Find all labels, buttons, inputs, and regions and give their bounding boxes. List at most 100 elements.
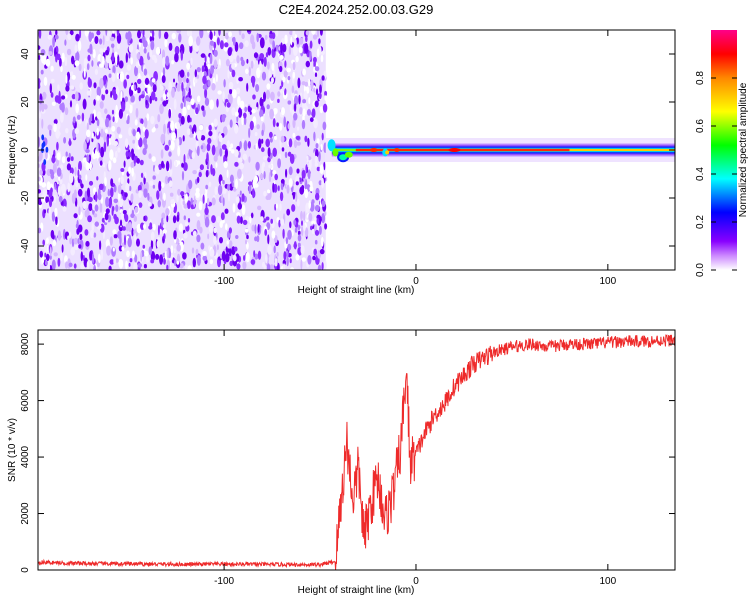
noise-speckle — [81, 112, 85, 122]
noise-speckle — [260, 116, 264, 122]
noise-speckle — [100, 196, 103, 204]
noise-speckle — [224, 148, 228, 158]
noise-speckle — [293, 139, 298, 149]
noise-speckle — [38, 45, 41, 51]
noise-speckle — [150, 239, 154, 250]
noise-speckle — [105, 36, 110, 42]
noise-speckle — [226, 169, 229, 178]
noise-speckle — [307, 169, 311, 180]
noise-speckle — [51, 234, 55, 240]
noise-speckle — [38, 189, 42, 194]
signal-blob — [327, 139, 336, 152]
noise-speckle — [308, 78, 311, 87]
noise-speckle — [40, 244, 44, 249]
noise-speckle — [196, 254, 201, 266]
noise-speckle — [41, 102, 45, 112]
noise-speckle — [93, 264, 96, 270]
noise-speckle — [78, 244, 82, 249]
noise-speckle — [140, 172, 144, 178]
noise-speckle — [263, 56, 267, 67]
noise-speckle — [252, 178, 257, 189]
noise-speckle — [286, 256, 289, 267]
noise-speckle — [174, 259, 177, 267]
noise-speckle — [190, 57, 193, 66]
noise-speckle — [235, 196, 240, 204]
noise-speckle — [48, 51, 53, 56]
noise-speckle — [315, 254, 318, 265]
noise-speckle — [104, 177, 107, 187]
noise-speckle — [220, 212, 225, 221]
noise-speckle — [275, 108, 278, 114]
noise-speckle — [148, 202, 152, 207]
noise-speckle — [149, 80, 152, 85]
noise-speckle — [130, 95, 135, 103]
noise-speckle — [292, 118, 296, 129]
noise-speckle — [169, 192, 174, 197]
noise-speckle — [221, 250, 226, 262]
noise-speckle — [75, 179, 79, 188]
noise-speckle — [99, 117, 104, 128]
noise-speckle — [204, 88, 208, 99]
noise-speckle — [187, 71, 190, 78]
noise-speckle — [57, 84, 60, 91]
noise-speckle — [38, 78, 41, 89]
noise-speckle — [274, 173, 279, 181]
noise-speckle — [103, 47, 106, 53]
x-tick-label: 100 — [600, 576, 617, 587]
noise-speckle — [265, 138, 271, 148]
colorbar-tick-label: 0.4 — [695, 167, 706, 181]
noise-speckle — [305, 35, 308, 43]
colorbar-ticks: 0.0 0.2 0.4 0.6 0.8 — [695, 71, 737, 277]
noise-speckle — [45, 237, 49, 245]
noise-speckle — [67, 182, 71, 193]
noise-speckle — [168, 42, 173, 51]
noise-speckle — [219, 40, 224, 50]
noise-speckle — [150, 251, 156, 262]
noise-speckle — [301, 257, 306, 262]
noise-speckle — [93, 232, 97, 238]
noise-speckle — [306, 109, 312, 116]
noise-speckle — [227, 94, 231, 100]
noise-speckle — [84, 30, 89, 37]
noise-speckle — [275, 203, 278, 209]
noise-speckle — [228, 191, 230, 202]
noise-speckle — [295, 55, 299, 63]
noise-speckle — [288, 178, 293, 187]
noise-speckle — [276, 262, 280, 270]
noise-speckle — [159, 83, 162, 91]
noise-speckle — [109, 149, 114, 161]
noise-speckle — [206, 143, 211, 152]
noise-speckle — [247, 223, 251, 233]
noise-speckle — [143, 264, 147, 269]
noise-speckle — [219, 148, 223, 157]
noise-speckle — [115, 150, 118, 159]
noise-speckle — [67, 235, 70, 241]
noise-speckle — [130, 193, 134, 203]
noise-speckle — [148, 225, 153, 230]
noise-speckle — [155, 46, 161, 55]
noise-speckle — [82, 98, 87, 110]
noise-speckle — [145, 255, 150, 263]
noise-speckle — [270, 218, 274, 224]
noise-speckle — [228, 248, 232, 257]
noise-speckle — [108, 160, 112, 171]
noise-speckle — [321, 75, 325, 81]
noise-speckle — [318, 180, 322, 186]
noise-speckle — [111, 125, 116, 132]
y-tick-label: 6000 — [20, 389, 31, 412]
noise-speckle — [239, 141, 242, 149]
noise-speckle — [140, 251, 143, 262]
noise-speckle — [71, 74, 76, 80]
noise-speckle — [82, 200, 87, 210]
noise-speckle — [80, 262, 85, 270]
noise-speckle — [152, 84, 157, 93]
y-tick-label: 0 — [20, 147, 31, 153]
noise-speckle — [142, 147, 147, 156]
noise-speckle — [196, 234, 201, 243]
noise-speckle — [61, 244, 64, 253]
noise-speckle — [320, 236, 324, 247]
noise-speckle — [134, 206, 139, 213]
noise-speckle — [76, 219, 79, 229]
noise-speckle — [69, 100, 73, 108]
noise-speckle — [127, 237, 132, 248]
